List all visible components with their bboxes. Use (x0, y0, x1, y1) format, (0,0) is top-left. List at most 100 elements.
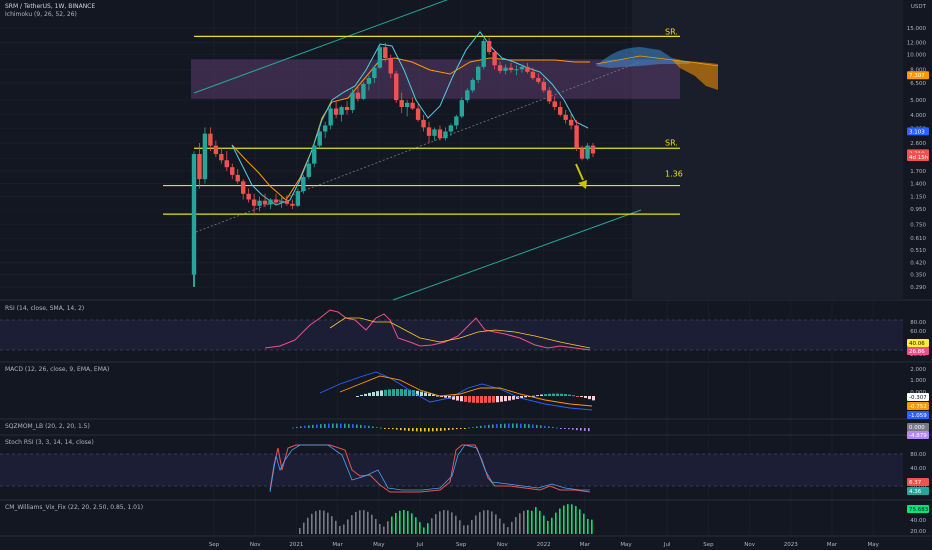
squeeze-momentum-bar (448, 428, 450, 431)
squeeze-momentum-bar (460, 428, 462, 429)
squeeze-momentum-bar (524, 423, 526, 428)
indicator-ichimoku-label[interactable]: Ichimoku (9, 26, 52, 26) (5, 11, 77, 18)
squeeze-momentum-bar (552, 426, 554, 428)
vix-fix-bar (363, 510, 365, 534)
squeeze-momentum-bar (348, 423, 350, 428)
candle-body (437, 129, 443, 139)
price-tick-label: 0.950 (910, 207, 926, 213)
squeeze-momentum-bar (328, 423, 330, 428)
rsi-title[interactable]: RSI (14, close, SMA, 14, 2) (5, 305, 85, 312)
squeeze-momentum-bar (588, 428, 590, 432)
vix-fix-bar (451, 512, 453, 534)
vix-fix-bar (423, 527, 425, 534)
macd-histogram-bar (484, 396, 487, 403)
macd-histogram-bar (544, 394, 547, 396)
squeeze-momentum-bar (296, 426, 298, 428)
macd-histogram-bar (564, 394, 567, 396)
time-tick-label: Jul (416, 542, 424, 548)
squeeze-momentum-bar (340, 423, 342, 428)
macd-histogram-bar (384, 389, 387, 396)
macd-histogram-bar (492, 396, 495, 403)
wvf-badge-bg (907, 505, 929, 513)
macd-histogram-bar (504, 396, 507, 402)
candle-body (541, 81, 547, 91)
macd-badge: -0.307 (909, 395, 927, 401)
wvf-tick-label: 40.00 (910, 518, 926, 524)
vix-fix-bar (547, 520, 549, 534)
candle-body (328, 108, 333, 126)
stoch-tick-label: 40.00 (910, 466, 926, 472)
macd-histogram-bar (584, 396, 587, 398)
vix-fix-bar (575, 506, 577, 534)
squeeze-momentum-bar (336, 423, 338, 428)
wvf-tick-label: 20.00 (910, 529, 926, 535)
candle-body (251, 199, 257, 206)
vix-fix-bar (583, 513, 585, 534)
vix-fix-bar (427, 523, 429, 534)
price-tick-label: 0.610 (910, 236, 926, 242)
macd-histogram-bar (556, 393, 559, 396)
stoch-badge: 4.36 (909, 489, 922, 495)
squeeze-momentum-bar (380, 427, 382, 429)
squeeze-momentum-bar (320, 424, 322, 428)
squeeze-momentum-bar (408, 428, 410, 431)
squeeze-momentum-bar (480, 425, 482, 428)
horizontal-levels[interactable] (163, 35, 680, 215)
vix-fix-bar (455, 515, 457, 534)
candle-body (219, 153, 224, 161)
squeeze-momentum-bar (576, 428, 578, 431)
wvf-title[interactable]: CM_Williams_Vix_Fix (22, 20, 2.50, 0.85,… (5, 504, 144, 511)
candle-body (268, 199, 273, 205)
vix-fix-bar (351, 515, 353, 534)
vix-fix-bar (395, 512, 397, 534)
squeeze-momentum-bar (496, 424, 498, 428)
candle-body (585, 145, 590, 159)
time-tick-label: May (373, 542, 385, 548)
squeeze-momentum-bar (500, 423, 502, 428)
squeeze-momentum-bar (432, 428, 434, 432)
macd-histogram-bar (500, 396, 503, 402)
squeeze-momentum-bar (356, 424, 358, 428)
candle-body (426, 127, 432, 136)
candle-body (514, 69, 519, 71)
squeeze-momentum-bar (436, 428, 438, 432)
sqz-title[interactable]: SQZMOM_LB (20, 2, 20, 1.5) (5, 423, 90, 430)
macd-histogram-bar (356, 396, 359, 397)
macd-title[interactable]: MACD (12, 26, close, 9, EMA, EMA) (5, 366, 110, 373)
squeeze-momentum-bar (476, 426, 478, 428)
level-annotation: SR. (665, 27, 678, 36)
candle-body (257, 200, 262, 206)
candle-body (284, 200, 290, 204)
squeeze-momentum-bar (520, 423, 522, 428)
macd-histogram-bar (392, 389, 395, 396)
vix-fix-bar (495, 514, 497, 534)
time-tick-label: Sep (209, 542, 220, 548)
time-axis[interactable]: Sep Nov 2021 Mar May Jul Sep Nov 2022 Mar May Jul Se… (209, 542, 880, 548)
vix-fix-bar (439, 511, 441, 534)
rsi-ma-line (329, 317, 591, 349)
time-tick-label: Nov (497, 542, 508, 548)
macd-histogram-bar (372, 391, 375, 396)
squeeze-momentum-bar (368, 425, 370, 428)
candle-body (344, 107, 350, 111)
vix-fix-bar (511, 521, 513, 534)
price-tick-label: 4.000 (910, 113, 926, 119)
candle-body (383, 47, 388, 58)
macd-histogram-bar (440, 396, 443, 397)
symbol-title[interactable]: SRM / TetherUS, 1W, BINANCE (5, 3, 96, 10)
price-tick-label: 12.000 (907, 41, 927, 47)
wvf-badge: 75.683 (909, 507, 929, 513)
candle-body (459, 100, 465, 117)
macd-histogram-bar (432, 394, 435, 396)
stoch-title[interactable]: Stoch RSI (3, 3, 14, 14, close) (5, 439, 94, 446)
channel-midline (195, 61, 641, 233)
vix-fix-bar (315, 511, 317, 534)
price-tick-label: 1.150 (910, 195, 926, 201)
main-price-badge-bg (907, 127, 929, 136)
vix-fix-bar (407, 510, 409, 534)
time-tick-label: Sep (703, 542, 714, 548)
candle-body (568, 119, 574, 126)
time-tick-label: 2022 (537, 542, 551, 548)
price-tick-label: 0.350 (910, 273, 926, 279)
